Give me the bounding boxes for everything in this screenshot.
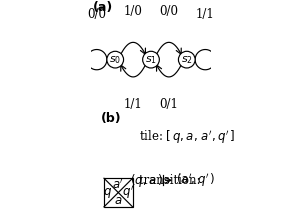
Text: $s_2$: $s_2$ [181,54,193,66]
Circle shape [178,51,195,68]
Text: 1/1: 1/1 [124,98,143,111]
Text: 1/1: 1/1 [196,8,215,21]
Text: (b): (b) [101,112,121,125]
Text: tile: $[\,q,a,\,a',q'\,]$: tile: $[\,q,a,\,a',q'\,]$ [139,129,235,146]
Text: $(a',q'\,)$: $(a',q'\,)$ [175,171,215,189]
Text: 0/0: 0/0 [159,5,178,19]
Text: transition:: transition: [139,174,204,187]
Circle shape [107,51,124,68]
Text: 0/0: 0/0 [87,8,106,21]
Text: 1/0: 1/0 [124,5,143,19]
Text: $a$: $a$ [114,194,123,207]
Text: $(q,a\,)$: $(q,a\,)$ [130,172,163,189]
Text: $q$: $q$ [104,186,112,200]
Text: (a): (a) [92,1,113,14]
Text: $s_0$: $s_0$ [109,54,121,66]
Text: $q'$: $q'$ [123,184,135,201]
Text: $s_1$: $s_1$ [145,54,157,66]
Text: 0/1: 0/1 [159,98,178,111]
Circle shape [143,51,159,68]
Text: $a'$: $a'$ [112,177,124,192]
